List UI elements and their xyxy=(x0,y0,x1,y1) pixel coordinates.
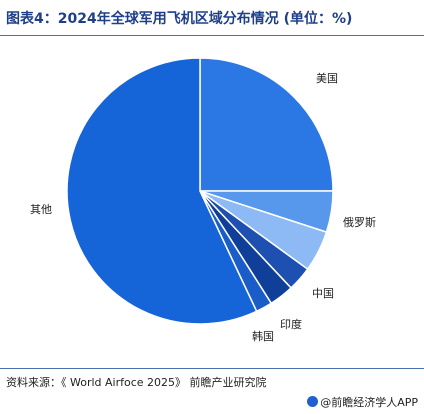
pie-slice xyxy=(199,57,334,192)
source-note: 资料来源：《 World Airfoce 2025》 前瞻产业研究院 xyxy=(6,376,267,389)
footer-divider xyxy=(0,368,424,369)
brand-mark: @前瞻经济学人APP xyxy=(307,394,418,410)
slice-label: 俄罗斯 xyxy=(343,216,376,229)
page-title: 图表4：2024年全球军用飞机区域分布情况 (单位：%) xyxy=(6,11,353,27)
slice-label: 中国 xyxy=(312,287,334,300)
slice-label: 美国 xyxy=(316,72,338,85)
brand-logo-icon xyxy=(307,396,319,407)
slice-label: 其他 xyxy=(30,203,52,216)
title-divider xyxy=(0,35,424,36)
slice-label: 印度 xyxy=(280,317,302,331)
brand-text: @前瞻经济学人APP xyxy=(320,396,418,409)
slice-label: 韩国 xyxy=(252,329,274,343)
pie-slice xyxy=(66,57,258,325)
